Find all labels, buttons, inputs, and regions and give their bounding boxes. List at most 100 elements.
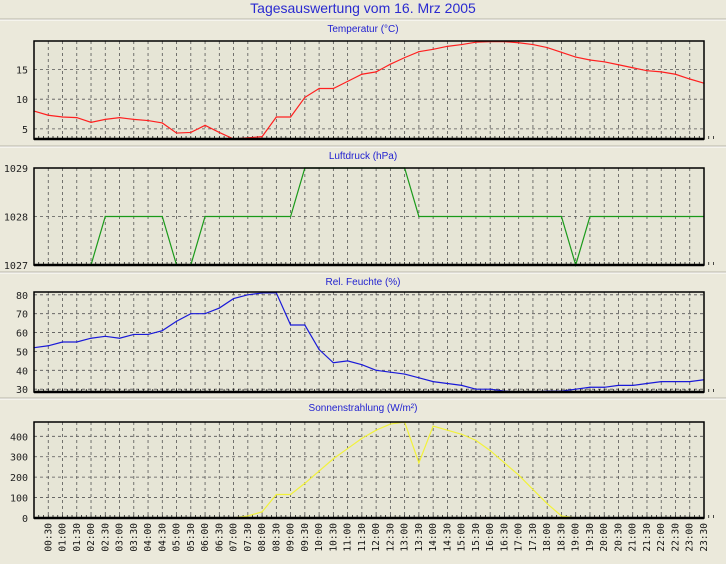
data-point <box>674 215 677 218</box>
x-tick-label: 21:30 <box>642 523 653 552</box>
data-point <box>347 80 349 82</box>
data-point <box>304 96 306 99</box>
data-point <box>318 470 320 472</box>
data-point <box>632 215 634 218</box>
data-point <box>332 458 334 460</box>
data-point <box>617 215 620 218</box>
data-point <box>104 118 106 120</box>
data-point <box>518 474 520 476</box>
data-point <box>232 298 235 300</box>
x-tick-label: 10:00 <box>314 523 325 552</box>
x-tick-label: 19:30 <box>585 523 596 552</box>
data-point <box>532 43 534 46</box>
x-tick-label: 23:00 <box>685 523 696 552</box>
data-point <box>446 45 449 47</box>
x-tick-label: 17:30 <box>528 523 539 552</box>
data-point <box>190 313 192 315</box>
y-tick-label: 200 <box>10 473 28 484</box>
data-point <box>175 320 178 322</box>
x-tick-label: 20:30 <box>613 523 624 552</box>
data-point <box>261 136 263 138</box>
data-point <box>503 215 506 218</box>
data-point <box>247 515 249 517</box>
data-point <box>646 215 648 218</box>
data-point <box>304 482 306 484</box>
x-tick-label: 21:00 <box>628 523 639 552</box>
x-tick-label: 11:30 <box>357 523 368 552</box>
data-point <box>418 462 420 464</box>
data-point <box>375 369 377 371</box>
data-point <box>218 215 220 218</box>
x-tick-label: 02:30 <box>100 523 111 552</box>
data-point <box>674 381 677 383</box>
data-point <box>603 61 605 63</box>
chart-title: Rel. Feuchte (%) <box>325 277 400 288</box>
data-point <box>518 42 520 44</box>
x-tick-label: 03:00 <box>115 523 126 552</box>
data-point <box>161 122 163 124</box>
data-point <box>532 488 534 491</box>
data-point <box>546 215 548 218</box>
data-point <box>204 124 206 126</box>
data-point <box>61 116 64 118</box>
data-point <box>617 64 620 66</box>
data-point <box>161 330 163 332</box>
x-tick-label: 10:30 <box>328 523 339 552</box>
x-tick-label: 08:00 <box>257 523 268 552</box>
data-point <box>632 384 634 386</box>
plot-area <box>34 41 704 139</box>
data-point <box>446 429 449 431</box>
data-point <box>418 215 420 218</box>
x-tick-label: 22:00 <box>656 523 667 552</box>
x-tick-label: 07:30 <box>243 523 254 552</box>
data-point <box>560 515 563 517</box>
data-point <box>432 48 434 50</box>
data-point <box>361 73 363 75</box>
y-tick-label: 70 <box>16 310 28 321</box>
x-tick-label: 04:00 <box>143 523 154 552</box>
data-point <box>461 43 463 46</box>
data-point <box>61 341 64 343</box>
data-point <box>289 324 292 326</box>
main-title: Tagesauswertung vom 16. Mrz 2005 <box>250 0 476 16</box>
data-point <box>218 131 220 134</box>
data-point <box>247 294 249 296</box>
x-tick-label: 13:00 <box>400 523 411 552</box>
x-tick-label: 05:30 <box>186 523 197 552</box>
data-point <box>147 215 149 218</box>
y-tick-label: 30 <box>16 385 28 396</box>
y-tick-label: 300 <box>10 453 28 464</box>
x-tick-label: 14:00 <box>428 523 439 552</box>
data-point <box>532 215 534 218</box>
series-line <box>33 292 705 393</box>
data-point <box>133 118 135 120</box>
x-tick-label: 01:00 <box>58 523 69 552</box>
data-point <box>461 433 463 435</box>
data-point <box>489 449 491 452</box>
y-tick-label: 0 <box>22 514 28 525</box>
y-tick-label: 40 <box>16 366 28 377</box>
data-point <box>546 503 548 505</box>
data-point <box>275 215 277 218</box>
data-point <box>446 382 449 385</box>
data-point <box>418 377 420 379</box>
x-tick-label: 00:30 <box>43 523 54 552</box>
data-point <box>332 87 334 90</box>
data-point <box>261 215 263 218</box>
data-point <box>275 493 277 496</box>
data-point <box>660 381 662 383</box>
y-tick-label: 400 <box>10 432 28 443</box>
data-point <box>375 71 377 73</box>
data-point <box>546 46 548 49</box>
data-point <box>375 429 377 431</box>
y-tick-label: 10 <box>16 95 28 106</box>
x-tick-label: 19:00 <box>571 523 582 552</box>
data-point <box>275 116 277 118</box>
data-point <box>147 119 149 122</box>
data-point <box>190 131 192 134</box>
data-point <box>218 307 220 309</box>
data-point <box>361 437 363 439</box>
data-point <box>289 116 292 118</box>
x-tick-label: 20:00 <box>599 523 610 552</box>
x-tick-label: 04:30 <box>157 523 168 552</box>
